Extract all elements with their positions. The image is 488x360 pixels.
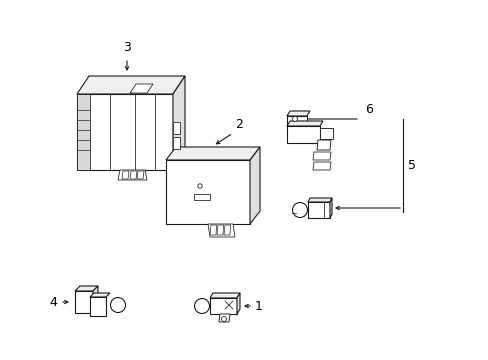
Polygon shape bbox=[286, 126, 319, 143]
Polygon shape bbox=[217, 225, 223, 235]
Polygon shape bbox=[286, 121, 323, 126]
Polygon shape bbox=[77, 94, 90, 170]
Text: 5: 5 bbox=[407, 159, 415, 172]
Polygon shape bbox=[165, 147, 260, 160]
Polygon shape bbox=[75, 291, 93, 313]
Polygon shape bbox=[130, 171, 137, 179]
Text: 2: 2 bbox=[235, 118, 243, 131]
Text: 6: 6 bbox=[364, 103, 372, 116]
Polygon shape bbox=[286, 111, 309, 116]
Polygon shape bbox=[209, 293, 240, 298]
Polygon shape bbox=[219, 314, 229, 322]
Polygon shape bbox=[316, 140, 330, 150]
Polygon shape bbox=[75, 286, 98, 291]
Polygon shape bbox=[224, 225, 230, 235]
Circle shape bbox=[197, 184, 202, 188]
Polygon shape bbox=[118, 170, 147, 180]
Polygon shape bbox=[249, 147, 260, 224]
Polygon shape bbox=[93, 286, 98, 313]
Polygon shape bbox=[209, 225, 216, 235]
Polygon shape bbox=[209, 298, 237, 314]
Polygon shape bbox=[77, 94, 173, 170]
Polygon shape bbox=[237, 293, 240, 314]
Circle shape bbox=[194, 298, 209, 314]
Polygon shape bbox=[312, 152, 330, 160]
Polygon shape bbox=[173, 122, 180, 134]
Polygon shape bbox=[329, 198, 331, 218]
Text: 1: 1 bbox=[254, 300, 263, 312]
Polygon shape bbox=[307, 198, 331, 202]
Polygon shape bbox=[207, 224, 235, 237]
Polygon shape bbox=[194, 194, 209, 200]
Polygon shape bbox=[165, 160, 249, 224]
Circle shape bbox=[292, 117, 297, 122]
Circle shape bbox=[110, 297, 125, 312]
Polygon shape bbox=[307, 202, 329, 218]
Polygon shape bbox=[90, 297, 106, 316]
Polygon shape bbox=[312, 162, 330, 170]
Polygon shape bbox=[286, 116, 306, 128]
Polygon shape bbox=[173, 137, 180, 149]
Circle shape bbox=[292, 202, 307, 217]
Polygon shape bbox=[130, 84, 153, 93]
Polygon shape bbox=[122, 171, 129, 179]
Polygon shape bbox=[77, 76, 184, 94]
Text: 3: 3 bbox=[123, 41, 131, 54]
Polygon shape bbox=[173, 76, 184, 170]
Circle shape bbox=[221, 316, 226, 321]
Text: 4: 4 bbox=[49, 296, 57, 309]
Polygon shape bbox=[90, 293, 110, 297]
Polygon shape bbox=[137, 171, 143, 179]
Polygon shape bbox=[319, 128, 332, 139]
